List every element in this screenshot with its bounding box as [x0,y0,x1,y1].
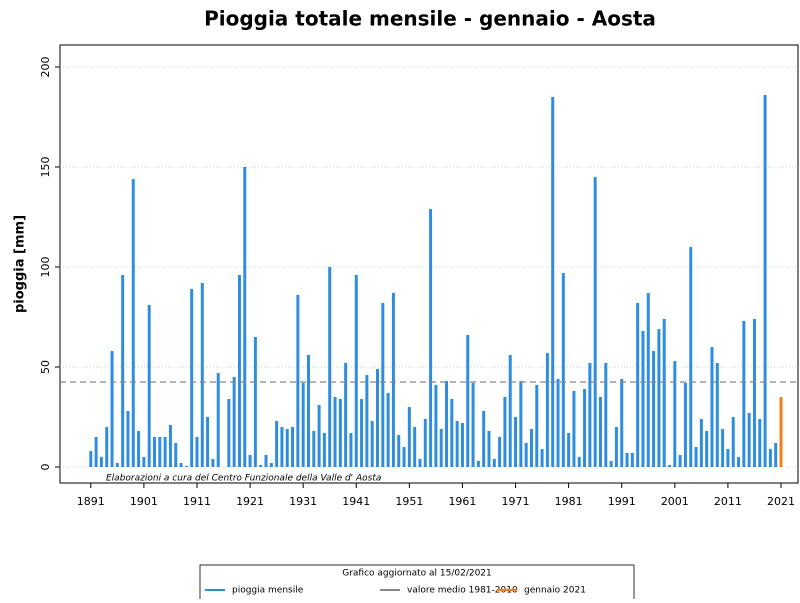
chart-title: Pioggia totale mensile - gennaio - Aosta [204,7,656,31]
y-tick-label: 100 [39,257,52,278]
x-tick-label: 1991 [608,495,636,508]
x-tick-label: 1961 [448,495,476,508]
plot-frame [59,44,799,484]
legend-box [199,564,635,603]
x-tick-label: 2001 [661,495,689,508]
x-tick-label: 2021 [767,495,795,508]
y-tick-label: 0 [39,464,52,471]
y-axis-label: pioggia [mm] [13,215,28,313]
x-tick-label: 1901 [130,495,158,508]
x-tick-label: 2011 [714,495,742,508]
annotation: Elaborazioni a cura del Centro Funzional… [106,474,381,484]
x-tick-label: 1981 [555,495,583,508]
x-tick-label: 1971 [502,495,530,508]
x-tick-label: 1951 [395,495,423,508]
y-tick-label: 200 [39,57,52,78]
legend-label: valore medio 1981-2010 [407,586,518,596]
x-tick-label: 1941 [342,495,370,508]
x-tick-label: 1921 [236,495,264,508]
x-tick-label: 1911 [183,495,211,508]
legend-label: gennaio 2021 [524,586,586,596]
x-tick-label: 1891 [77,495,105,508]
legend-title: Grafico aggiornato al 15/02/2021 [342,569,492,579]
y-tick-label: 50 [39,360,52,374]
legend-label: pioggia mensile [232,586,304,596]
y-tick-label: 150 [39,157,52,178]
x-tick-label: 1931 [289,495,317,508]
